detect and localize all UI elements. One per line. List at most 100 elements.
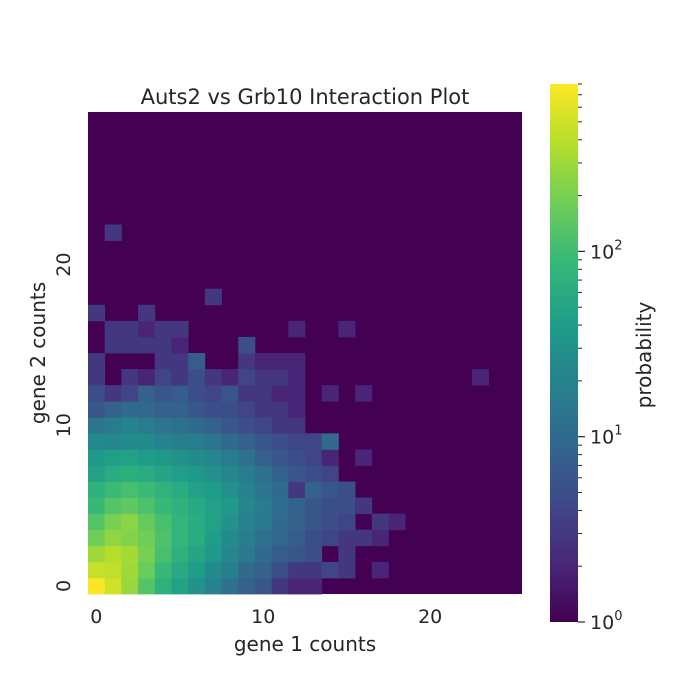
heatmap-cell <box>188 481 206 498</box>
heatmap-cell <box>188 385 206 402</box>
heatmap-cell <box>121 336 139 354</box>
heatmap-cell <box>254 433 273 450</box>
heatmap-cell <box>271 385 289 402</box>
heatmap-cell <box>271 577 289 595</box>
heatmap-cell <box>171 577 189 595</box>
heatmap-cell <box>288 401 306 418</box>
heatmap-cell <box>238 481 256 498</box>
heatmap-cell <box>154 433 172 450</box>
heatmap-cell <box>271 449 289 466</box>
heatmap-cell <box>471 369 490 386</box>
heatmap-cell <box>154 449 172 466</box>
heatmap-cell <box>138 369 156 386</box>
heatmap-cell <box>138 385 156 402</box>
heatmap-cell <box>204 513 222 531</box>
colorbar-tick-label: 102 <box>590 238 622 263</box>
heatmap-cell <box>121 513 139 531</box>
heatmap-cell <box>254 497 273 515</box>
heatmap-cell <box>321 529 339 547</box>
heatmap-cell <box>305 577 323 595</box>
x-tick-label: 20 <box>418 606 442 628</box>
heatmap-cell <box>238 545 256 563</box>
heatmap-cell <box>188 401 206 418</box>
heatmap-cell <box>288 417 306 434</box>
heatmap-cell <box>221 513 239 531</box>
heatmap-cell <box>204 288 222 306</box>
heatmap-cell <box>204 481 222 498</box>
heatmap-cell <box>104 417 122 434</box>
heatmap-cell <box>271 561 289 579</box>
heatmap-cell <box>138 545 156 563</box>
heatmap-cell <box>88 417 106 434</box>
heatmap-cell <box>204 417 222 434</box>
heatmap-cell <box>104 513 122 531</box>
heatmap-cell <box>288 369 306 386</box>
heatmap-cell <box>204 465 222 482</box>
heatmap-cell <box>254 529 273 547</box>
heatmap-cell <box>271 481 289 498</box>
heatmap-cell <box>371 513 389 531</box>
heatmap-cell <box>221 529 239 547</box>
heatmap-cell <box>121 545 139 563</box>
heatmap-cell <box>88 529 106 547</box>
heatmap-cell <box>138 561 156 579</box>
heatmap-cell <box>321 465 339 482</box>
heatmap-cell <box>88 481 106 498</box>
heatmap-cell <box>288 561 306 579</box>
heatmap-cell <box>355 385 373 402</box>
heatmap-cell <box>321 433 339 450</box>
y-axis-label: gene 2 counts <box>26 282 50 424</box>
heatmap-cell <box>188 561 206 579</box>
heatmap-cell <box>171 481 189 498</box>
heatmap-cell <box>138 497 156 515</box>
heatmap-cell <box>138 320 156 338</box>
heatmap-cell <box>88 497 106 515</box>
heatmap-cell <box>104 577 122 595</box>
heatmap-cell <box>238 529 256 547</box>
x-tick-label: 10 <box>251 606 275 628</box>
heatmap-cell <box>204 449 222 466</box>
heatmap-cell <box>238 369 256 386</box>
heatmap-cell <box>104 465 122 482</box>
heatmap-cell <box>305 465 323 482</box>
heatmap-cell <box>254 465 273 482</box>
heatmap-cell <box>238 336 256 354</box>
heatmap-cell <box>221 417 239 434</box>
colorbar-ticks: 100 101 102 <box>578 83 622 634</box>
y-tick-label: 0 <box>53 580 75 592</box>
heatmap-cell <box>188 449 206 466</box>
heatmap-cell <box>221 449 239 466</box>
heatmap-cell <box>204 401 222 418</box>
heatmap-cell <box>355 449 373 466</box>
heatmap-cell <box>204 369 222 386</box>
x-axis-label: gene 1 counts <box>234 632 376 656</box>
heatmap-cell <box>188 577 206 595</box>
heatmap-cell <box>204 497 222 515</box>
heatmap-cell <box>288 449 306 466</box>
heatmap-cell <box>338 497 356 515</box>
heatmap-cell <box>121 433 139 450</box>
heatmap-cell <box>188 465 206 482</box>
heatmap-cell <box>305 481 323 498</box>
heatmap-cell <box>254 577 273 595</box>
heatmap-cell <box>104 320 122 338</box>
heatmap-cell <box>138 336 156 354</box>
heatmap-cell <box>271 497 289 515</box>
heatmap-cell <box>121 529 139 547</box>
heatmap-cell <box>171 320 189 338</box>
heatmap-cell <box>338 545 356 563</box>
heatmap-cell <box>138 304 156 322</box>
heatmap-cell <box>271 369 289 386</box>
heatmap-cell <box>254 561 273 579</box>
heatmap-cell <box>154 465 172 482</box>
heatmap-cell <box>254 369 273 386</box>
heatmap-cell <box>88 369 106 386</box>
heatmap-cell <box>305 513 323 531</box>
heatmap-cell <box>221 481 239 498</box>
heatmap-cell <box>104 401 122 418</box>
heatmap-cell <box>104 449 122 466</box>
heatmap-cells <box>88 224 490 595</box>
heatmap-cell <box>254 449 273 466</box>
heatmap-cell <box>288 529 306 547</box>
